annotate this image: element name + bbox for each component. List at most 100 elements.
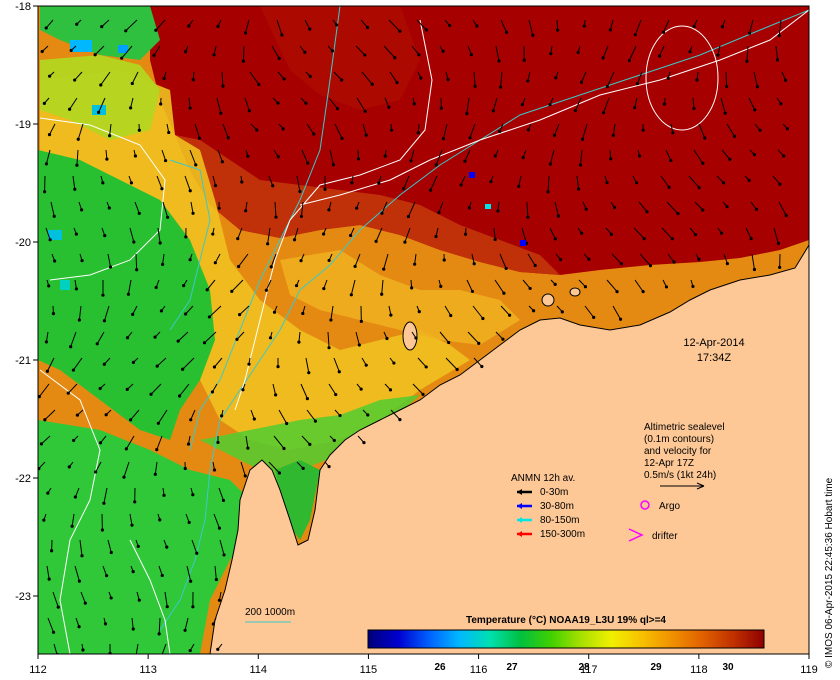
velocity-arrowhead (216, 647, 220, 651)
velocity-arrow (219, 539, 225, 555)
velocity-arrowhead (409, 159, 413, 163)
velocity-arrowhead (374, 239, 378, 243)
mid-temp-band (40, 70, 470, 450)
velocity-arrowhead (131, 360, 136, 364)
velocity-arrowhead (297, 340, 301, 344)
velocity-arrowhead (83, 601, 87, 605)
velocity-arrowhead (548, 103, 552, 107)
velocity-arrowhead (152, 53, 156, 58)
velocity-arrow (107, 253, 112, 268)
svg-text:Argo: Argo (659, 501, 681, 512)
velocity-arrow (240, 461, 246, 477)
velocity-arrowhead (212, 468, 217, 472)
velocity-arrowhead (576, 50, 580, 55)
velocity-arrowhead (237, 264, 241, 269)
velocity-arrowhead (214, 577, 218, 582)
velocity-arrowhead (619, 262, 623, 266)
velocity-arrow (185, 305, 194, 315)
velocity-arrowhead (182, 284, 186, 288)
velocity-arrow (749, 19, 754, 34)
velocity-arrowhead (446, 78, 450, 82)
velocity-arrow (107, 539, 112, 553)
velocity-arrowhead (130, 523, 134, 527)
velocity-arrowhead (99, 83, 103, 87)
velocity-arrow (638, 201, 648, 212)
velocity-arrowhead (244, 209, 248, 213)
sealevel-contour (299, 9, 809, 206)
velocity-arrowhead (633, 105, 637, 110)
velocity-arrowhead (133, 154, 138, 158)
velocity-arrowhead (496, 209, 500, 213)
velocity-arrowhead (664, 285, 669, 289)
velocity-arrowhead (226, 136, 230, 140)
velocity-arrowhead (366, 413, 370, 417)
velocity-arrow (746, 45, 749, 62)
velocity-arrowhead (135, 268, 139, 272)
velocity-arrow (135, 253, 138, 270)
map-frame (37, 5, 810, 655)
velocity-arrow (45, 19, 54, 29)
velocity-arrowhead (48, 238, 52, 242)
velocity-arrowhead (493, 237, 497, 242)
velocity-arrow (153, 45, 161, 56)
velocity-arrowhead (42, 190, 47, 194)
velocity-arrow (182, 357, 195, 370)
velocity-arrowhead (128, 418, 133, 422)
velocity-arrowhead (546, 190, 550, 194)
velocity-arrowhead (758, 128, 762, 132)
velocity-arrow (636, 71, 643, 84)
isobath-legend-label: 200 1000m (245, 607, 295, 618)
velocity-arrow (499, 253, 507, 269)
velocity-arrowhead (732, 134, 737, 138)
velocity-arrow (38, 383, 50, 397)
velocity-arrowhead (95, 342, 99, 346)
velocity-arrowhead (101, 181, 105, 185)
velocity-arrowhead (424, 365, 428, 369)
velocity-arrow (692, 97, 695, 109)
velocity-arrowhead (160, 573, 164, 578)
velocity-arrowhead (340, 136, 344, 140)
velocity-arrow (245, 435, 249, 449)
velocity-arrow (494, 279, 505, 294)
velocity-arrowhead (556, 214, 561, 218)
velocity-arrowhead (364, 363, 368, 367)
velocity-arrow (206, 279, 216, 291)
velocity-arrowhead (98, 441, 103, 445)
velocity-arrowhead (122, 475, 126, 479)
velocity-arrowhead (257, 82, 261, 87)
velocity-arrowhead (357, 343, 361, 347)
lat-tick-label: -22 (15, 473, 31, 485)
velocity-arrowhead (195, 551, 199, 555)
velocity-arrow (131, 617, 134, 630)
velocity-arrowhead (633, 33, 637, 37)
velocity-arrowhead (455, 367, 459, 372)
velocity-arrow (606, 71, 615, 87)
velocity-arrowhead (137, 128, 141, 132)
velocity-arrowhead (520, 102, 524, 107)
velocity-arrowhead (528, 286, 532, 291)
velocity-arrow (214, 253, 221, 263)
velocity-arrowhead (277, 471, 282, 475)
velocity-arrowhead (578, 163, 583, 167)
velocity-arrowhead (187, 520, 191, 525)
altimetry-note: Altimetric sealevel (0.1m contours) and … (644, 422, 725, 490)
velocity-arrowhead (605, 84, 610, 89)
colorbar-tick-label: 26 (434, 662, 446, 673)
velocity-arrowhead (648, 264, 653, 268)
colorbar-tick-label: 28 (578, 662, 590, 673)
velocity-arrowhead (102, 362, 106, 366)
velocity-arrowhead (468, 136, 472, 140)
velocity-arrowhead (393, 56, 397, 60)
anmn-legend-title: ANMN 12h av. (511, 473, 575, 484)
velocity-arrowhead (301, 311, 305, 316)
velocity-arrow (602, 45, 609, 59)
svg-text:Altimetric sealevel: Altimetric sealevel (644, 422, 725, 433)
velocity-arrow (634, 97, 638, 108)
velocity-arrowhead (587, 257, 591, 261)
anmn-legend: ANMN 12h av. 0-30m 30-80m 80-150m 150-300m (511, 473, 585, 540)
velocity-arrowhead (779, 102, 783, 106)
velocity-arrowhead (285, 421, 289, 426)
velocity-arrowhead (183, 628, 187, 632)
velocity-arrow (125, 435, 135, 450)
velocity-arrowhead (130, 81, 134, 86)
